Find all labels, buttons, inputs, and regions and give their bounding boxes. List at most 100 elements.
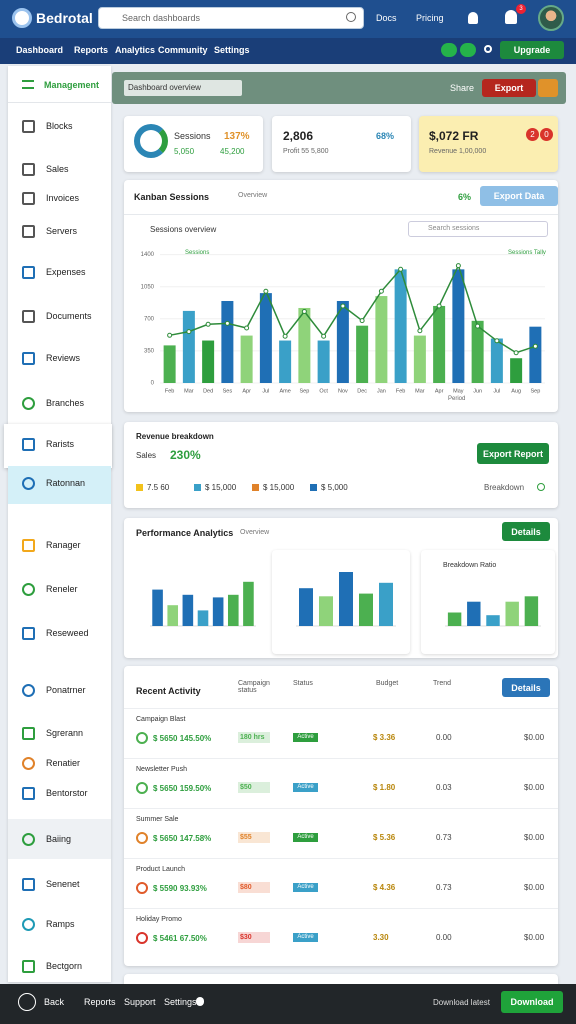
y-tick-label: 0	[151, 381, 155, 387]
bar	[394, 269, 407, 383]
mini-bar	[319, 596, 333, 626]
sidebar-item[interactable]: Baiing	[46, 834, 72, 844]
row-value: 0.00	[436, 933, 452, 942]
bar	[356, 325, 369, 383]
sidebar-item[interactable]: Reviews	[46, 353, 81, 363]
toggle[interactable]	[460, 43, 476, 57]
button[interactable]: Details	[502, 678, 550, 697]
sidebar-divider	[8, 102, 111, 103]
row-price: $ 4.36	[373, 883, 396, 892]
footer-link[interactable]: Settings	[164, 997, 197, 1007]
sidebar-item[interactable]: Bectgorn	[46, 961, 83, 971]
sidebar-icon	[22, 310, 35, 323]
back-icon[interactable]	[18, 993, 36, 1011]
sidebar-item[interactable]: Reneler	[46, 584, 78, 594]
button[interactable]: Export Data	[480, 186, 558, 206]
footer-link[interactable]: Back	[44, 997, 65, 1007]
search-box[interactable]	[98, 7, 364, 29]
sidebar-item[interactable]: Rarists	[46, 439, 75, 449]
sidebar-item[interactable]: Blocks	[46, 121, 73, 131]
mini-bar	[447, 612, 462, 626]
sidebar-icon	[22, 918, 35, 931]
x-tick-label: Jul	[262, 388, 269, 394]
sidebar-item[interactable]: Expenses	[46, 267, 86, 277]
row-tag: Active	[293, 783, 318, 792]
line-point	[263, 288, 269, 294]
sidebar-item[interactable]: Sgrerann	[46, 728, 84, 738]
sidebar-item[interactable]: Bentorstor	[46, 788, 88, 798]
bar	[259, 293, 272, 383]
sidebar-item[interactable]: Ratonnan	[46, 478, 86, 488]
search-field[interactable]	[408, 221, 548, 237]
nav-item[interactable]: Analytics	[115, 45, 156, 55]
button[interactable]: Upgrade	[500, 41, 564, 59]
card-value: $,072 FR	[429, 129, 479, 143]
bar	[279, 340, 292, 383]
x-tick-label: Feb	[396, 388, 405, 394]
sidebar-item[interactable]: Documents	[46, 311, 92, 321]
row-price: $ 3.36	[373, 733, 396, 742]
sidebar-item[interactable]: Renatier	[46, 758, 81, 768]
bell-icon[interactable]	[505, 10, 517, 24]
sidebar-item[interactable]: Reseweed	[46, 628, 89, 638]
sidebar-item[interactable]: Ranager	[46, 540, 81, 550]
sidebar-icon	[22, 878, 35, 891]
row-divider	[124, 908, 558, 909]
sidebar-item[interactable]: Sales	[46, 164, 69, 174]
avatar[interactable]	[538, 5, 564, 31]
nav-item[interactable]: Community	[158, 45, 208, 55]
nav-item[interactable]: Reports	[74, 45, 109, 55]
line-point	[475, 323, 481, 329]
chart-svg	[296, 572, 396, 627]
toggle[interactable]	[441, 43, 457, 57]
button[interactable]: Export Report	[477, 443, 549, 464]
row-name: Product Launch	[136, 866, 186, 873]
nav-item[interactable]: Settings	[214, 45, 250, 55]
line-point	[532, 343, 538, 349]
nav-item[interactable]: Dashboard	[16, 45, 64, 55]
footer-link[interactable]: Support	[124, 997, 156, 1007]
mini-bar	[197, 610, 209, 626]
panel	[124, 422, 558, 508]
footer-icon	[196, 997, 204, 1006]
x-tick-label: Ame	[279, 388, 290, 394]
chart-filter: Sessions overview	[150, 225, 217, 234]
panel-title: Recent Activity	[136, 686, 201, 696]
sidebar-item[interactable]: Servers	[46, 226, 78, 236]
line-point	[205, 321, 211, 327]
sidebar-item[interactable]: Invoices	[46, 193, 80, 203]
footer-link[interactable]: Reports	[84, 997, 116, 1007]
logo: Bedrotal	[36, 10, 93, 26]
sidebar-item[interactable]: Branches	[46, 398, 85, 408]
x-tick-label: Mar	[184, 388, 194, 394]
sidebar-item[interactable]: Senenet	[46, 879, 80, 889]
row-icon	[136, 732, 148, 744]
button[interactable]: Export	[482, 79, 536, 97]
bar	[471, 320, 484, 383]
mini-bar	[227, 594, 239, 626]
mini-bar	[467, 601, 481, 626]
line-point	[301, 308, 307, 314]
row-amount: $ 5650 145.50%	[153, 734, 212, 743]
row-tag: Active	[293, 733, 318, 742]
row-price: $ 5.36	[373, 833, 396, 842]
button[interactable]: Details	[502, 522, 550, 541]
row-divider	[124, 858, 558, 859]
button[interactable]	[538, 79, 558, 97]
row-icon	[136, 882, 148, 894]
footer-text: Download latest	[433, 998, 490, 1007]
nav-search-icon[interactable]	[484, 45, 492, 53]
card-sub: Profit 55 5,800	[283, 148, 329, 155]
button[interactable]: Download	[501, 991, 563, 1013]
row-value: $0.00	[524, 833, 545, 842]
x-tick-label: May	[453, 388, 464, 394]
chart-svg	[150, 581, 256, 627]
sidebar-item[interactable]: Ponatrner	[46, 685, 86, 695]
toolbar-title: Dashboard overview	[124, 80, 242, 96]
legend-swatch	[194, 484, 201, 491]
mini-bar	[152, 589, 163, 626]
panel	[124, 666, 558, 966]
x-tick-label: Ded	[203, 388, 213, 394]
sidebar-item[interactable]: Ramps	[46, 919, 75, 929]
footer-bar	[0, 984, 576, 1024]
